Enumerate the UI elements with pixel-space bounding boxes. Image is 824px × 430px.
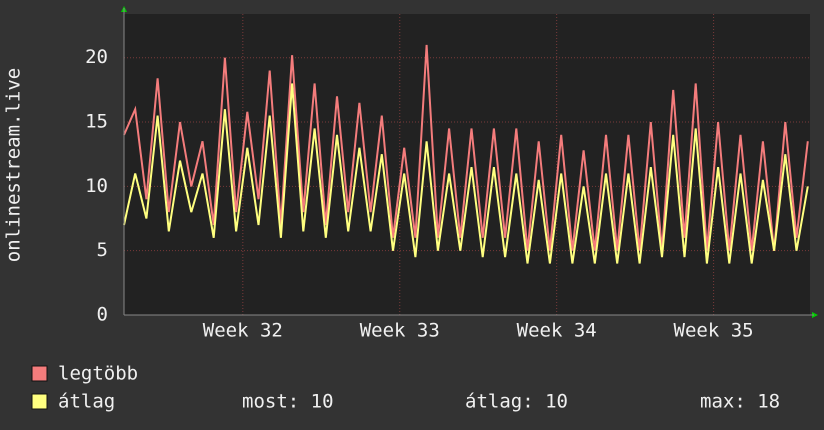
legend-swatch (31, 393, 48, 410)
y-tick-label: 10 (85, 175, 108, 197)
series-line (123, 44, 809, 251)
legend-label: legtöbb (58, 363, 138, 385)
x-tick-label: Week 32 (203, 320, 283, 342)
stat: átlag: 10 (465, 391, 568, 413)
x-tick-label: Week 33 (360, 320, 440, 342)
x-tick-label: Week 35 (674, 320, 754, 342)
y-axis-label: onlinestream.live (3, 68, 25, 262)
stat: max: 18 (700, 391, 780, 413)
y-tick-label: 5 (97, 239, 108, 261)
axis-arrow (812, 312, 818, 318)
y-tick-label: 0 (97, 304, 108, 326)
stat: most: 10 (242, 391, 334, 413)
y-tick-label: 15 (85, 111, 108, 133)
legend-label: átlag (58, 391, 115, 413)
legend-swatch (31, 365, 48, 382)
y-tick-label: 20 (85, 46, 108, 68)
x-tick-label: Week 34 (517, 320, 597, 342)
series-line (123, 83, 809, 264)
